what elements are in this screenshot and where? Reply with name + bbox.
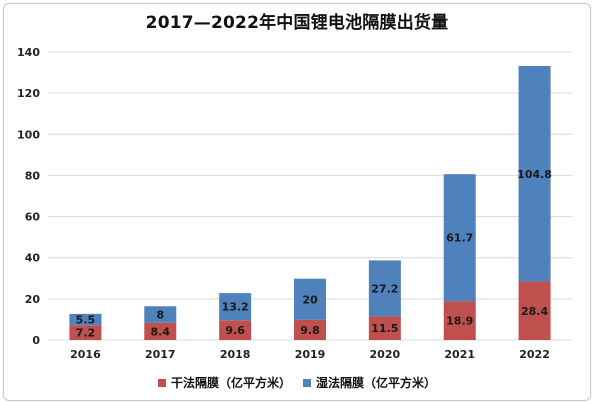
bar-wet <box>294 278 326 320</box>
bar-dry <box>368 316 401 340</box>
x-tick-label: 2018 <box>220 348 251 361</box>
data-label: 20 <box>302 293 318 306</box>
legend-label-wet: 湿法隔膜（亿平方米） <box>316 376 437 390</box>
legend-label-dry: 干法隔膜（亿平方米） <box>170 376 291 390</box>
data-label: 8 <box>156 308 164 321</box>
data-label: 18.9 <box>446 315 473 328</box>
y-tick-label: 60 <box>25 211 41 224</box>
x-tick-label: 2022 <box>519 348 550 361</box>
data-label: 27.2 <box>371 282 398 295</box>
y-tick-label: 100 <box>17 128 40 141</box>
legend-swatch-wet <box>303 378 311 387</box>
bar-dry <box>443 301 476 340</box>
y-tick-label: 140 <box>17 46 40 59</box>
legend-item-wet: 湿法隔膜（亿平方米） <box>303 374 436 391</box>
bar-dry <box>518 281 551 340</box>
bar-wet <box>69 313 102 326</box>
y-tick-label: 40 <box>25 252 41 265</box>
bar-wet <box>368 260 401 317</box>
data-label: 7.2 <box>76 327 96 340</box>
bar-wet <box>219 293 252 321</box>
data-label: 9.6 <box>225 324 245 337</box>
bar-dry <box>294 319 326 340</box>
data-label: 11.5 <box>371 322 398 335</box>
x-tick-label: 2017 <box>145 348 176 361</box>
legend: 干法隔膜（亿平方米） 湿法隔膜（亿平方米） <box>0 374 594 391</box>
bar-wet <box>518 65 551 282</box>
x-tick-label: 2016 <box>70 348 101 361</box>
data-label: 9.8 <box>300 324 320 337</box>
y-tick-label: 0 <box>32 334 40 347</box>
x-tick-label: 2020 <box>370 348 401 361</box>
x-tick-label: 2019 <box>295 348 326 361</box>
data-label: 8.4 <box>151 325 171 338</box>
y-tick-label: 80 <box>25 169 41 182</box>
bar-wet <box>144 306 177 323</box>
data-label: 61.7 <box>446 232 473 245</box>
legend-swatch-dry <box>157 378 166 387</box>
data-label: 13.2 <box>222 301 249 314</box>
x-tick-label: 2021 <box>444 348 475 361</box>
bar-dry <box>69 325 102 340</box>
legend-item-dry: 干法隔膜（亿平方米） <box>157 374 291 391</box>
bar-wet <box>443 174 476 302</box>
y-tick-label: 20 <box>25 293 41 306</box>
y-tick-label: 120 <box>17 87 40 100</box>
data-label: 28.4 <box>521 305 548 318</box>
bar-dry <box>144 322 177 340</box>
data-label: 104.8 <box>517 168 552 181</box>
bar-dry <box>219 320 252 340</box>
data-label: 5.5 <box>76 314 96 327</box>
chart-title: 2017—2022年中国锂电池隔膜出货量 <box>145 13 449 33</box>
